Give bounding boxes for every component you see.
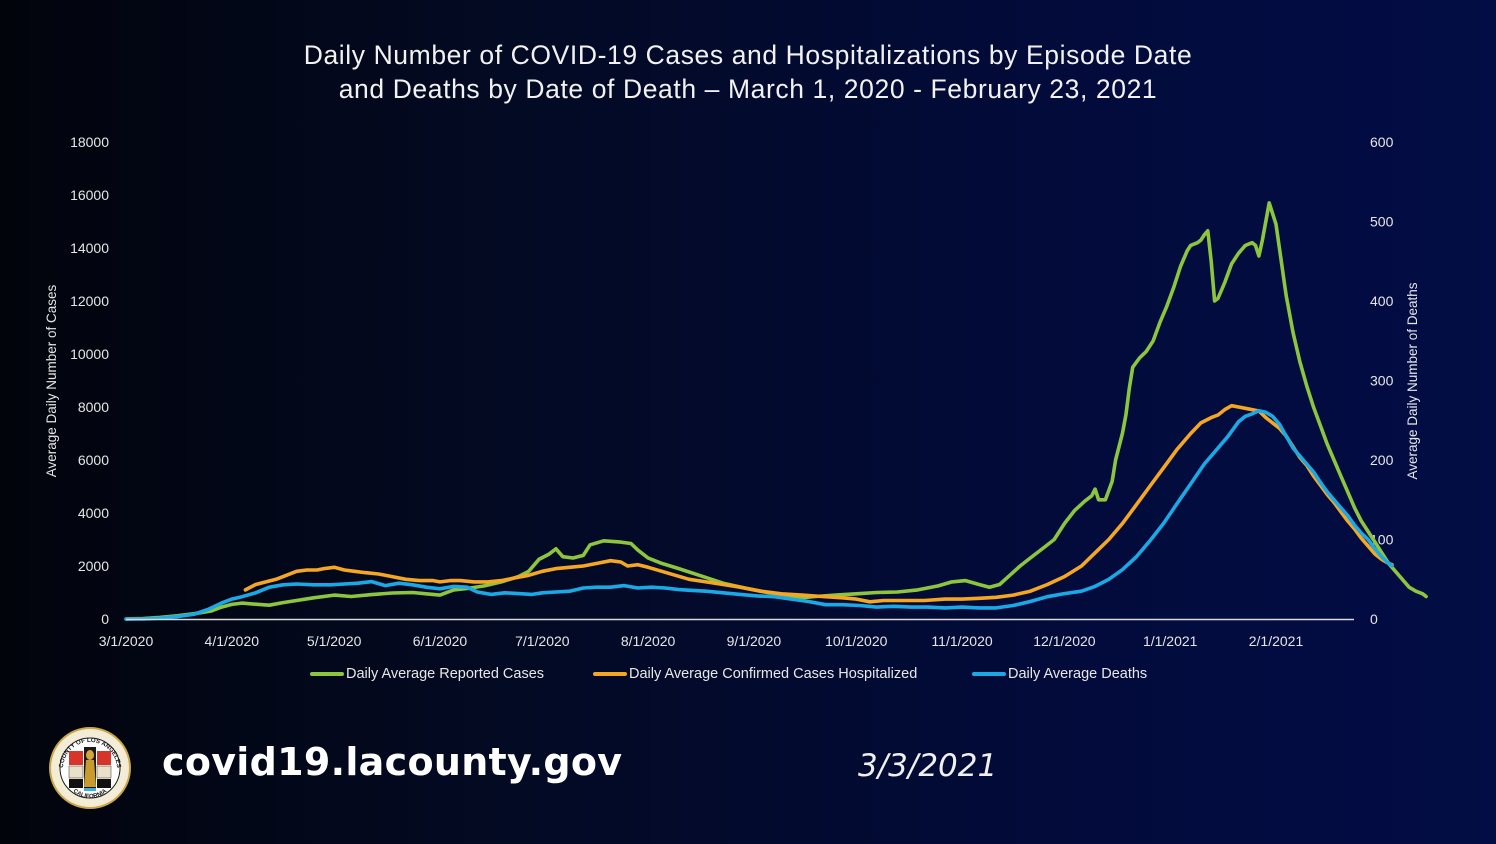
chart-title-line-1: Daily Number of COVID-19 Cases and Hospi… <box>303 40 1193 70</box>
series-line-daily-average-deaths <box>124 408 1394 621</box>
y-axis-right-title: Average Daily Number of Deaths <box>1405 282 1420 479</box>
legend-swatch-reported-cases <box>310 672 344 676</box>
y-axis-left-title: Average Daily Number of Cases <box>44 284 59 477</box>
legend-swatch-deaths <box>972 672 1006 676</box>
chart-title-line-2: and Deaths by Date of Death – March 1, 2… <box>338 74 1158 104</box>
x-tick-label: 10/1/2020 <box>825 633 887 649</box>
legend-label-deaths: Daily Average Deaths <box>1008 666 1148 682</box>
x-tick-label: 2/1/2021 <box>1249 633 1304 649</box>
legend-label-reported-cases: Daily Average Reported Cases <box>346 666 545 682</box>
y-left-tick-label: 14000 <box>70 240 109 256</box>
y-right-tick-label: 500 <box>1370 214 1394 230</box>
x-tick-label: 9/1/2020 <box>727 633 782 649</box>
y-left-tick-label: 10000 <box>70 346 109 362</box>
website-link[interactable]: covid19.lacounty.gov <box>162 740 623 784</box>
y-right-tick-label: 0 <box>1370 611 1378 627</box>
x-tick-label: 1/1/2021 <box>1143 633 1198 649</box>
series-line-daily-average-reported-cases <box>124 201 1428 621</box>
y-right-tick-label: 200 <box>1370 452 1394 468</box>
x-tick-label: 11/1/2020 <box>931 633 992 649</box>
legend-item-hospitalized: Daily Average Confirmed Cases Hospitaliz… <box>593 666 917 682</box>
y-right-tick-label: 300 <box>1370 373 1394 389</box>
y-left-tick-label: 16000 <box>70 187 109 203</box>
legend-item-deaths: Daily Average Deaths <box>972 666 1147 682</box>
chart-legend: Daily Average Reported Cases Daily Avera… <box>0 666 1496 688</box>
y-left-tick-label: 12000 <box>70 293 109 309</box>
y-left-tick-label: 4000 <box>78 505 109 521</box>
chart-title: Daily Number of COVID-19 Cases and Hospi… <box>0 38 1496 106</box>
x-axis-ticks: 3/1/2020 4/1/2020 5/1/2020 6/1/2020 7/1/2020… <box>99 633 1304 649</box>
x-tick-label: 5/1/2020 <box>307 633 362 649</box>
y-left-tick-label: 8000 <box>78 399 109 415</box>
x-tick-label: 12/1/2020 <box>1033 633 1095 649</box>
legend-swatch-hospitalized <box>593 672 627 676</box>
y-left-tick-label: 18000 <box>70 134 109 150</box>
y-right-tick-label: 600 <box>1370 134 1394 150</box>
x-tick-label: 3/1/2020 <box>99 633 154 649</box>
y-axis-left-ticks: 0 2000 4000 6000 8000 10000 12000 14000 16000 180… <box>70 134 109 627</box>
report-date: 3/3/2021 <box>858 748 998 784</box>
seal-icon: COUNTY OF LOS ANGELES CALIFORNIA <box>53 731 127 805</box>
series-layer <box>124 201 1428 621</box>
la-county-seal-logo: COUNTY OF LOS ANGELES CALIFORNIA <box>49 727 131 809</box>
x-tick-label: 8/1/2020 <box>621 633 676 649</box>
x-tick-label: 7/1/2020 <box>515 633 570 649</box>
x-tick-label: 6/1/2020 <box>413 633 468 649</box>
y-left-tick-label: 0 <box>101 611 109 627</box>
y-right-tick-label: 400 <box>1370 293 1394 309</box>
x-tick-label: 4/1/2020 <box>205 633 260 649</box>
legend-label-hospitalized: Daily Average Confirmed Cases Hospitaliz… <box>629 666 918 682</box>
series-line-daily-average-confirmed-cases-hospitalized <box>243 403 1394 604</box>
y-left-tick-label: 2000 <box>78 558 109 574</box>
y-left-tick-label: 6000 <box>78 452 109 468</box>
legend-item-reported-cases: Daily Average Reported Cases <box>310 666 544 682</box>
